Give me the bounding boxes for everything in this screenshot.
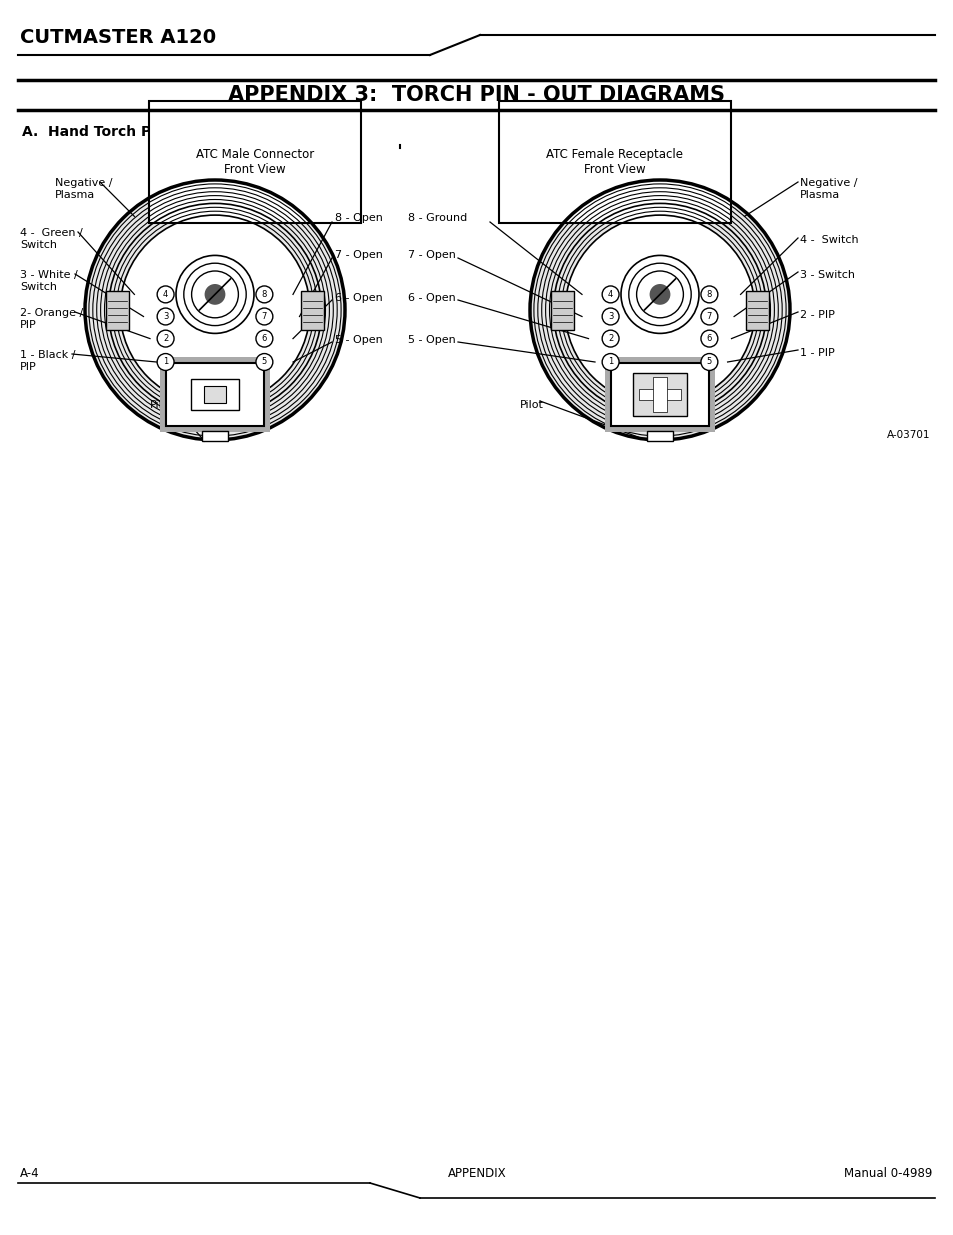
Text: 2: 2: [163, 335, 168, 343]
Circle shape: [530, 180, 789, 440]
Text: 8 - Ground: 8 - Ground: [408, 212, 467, 224]
Text: A.  Hand Torch Pin - Out Diagram: A. Hand Torch Pin - Out Diagram: [22, 125, 280, 140]
Text: 5: 5: [261, 357, 267, 367]
Text: 4: 4: [607, 290, 613, 299]
Circle shape: [157, 308, 173, 325]
Bar: [191, 379, 239, 410]
Bar: [106, 290, 129, 330]
Text: 5: 5: [706, 357, 711, 367]
Text: ATC Male Connector
Front View: ATC Male Connector Front View: [195, 148, 314, 177]
Circle shape: [601, 287, 618, 303]
Bar: [300, 290, 324, 330]
Circle shape: [255, 330, 273, 347]
Text: 7: 7: [261, 312, 267, 321]
Circle shape: [157, 287, 173, 303]
Text: CUTMASTER A120: CUTMASTER A120: [20, 28, 216, 47]
Text: 7 - Open: 7 - Open: [335, 249, 382, 261]
Text: 6 - Open: 6 - Open: [408, 293, 456, 303]
Bar: [646, 431, 672, 441]
Circle shape: [204, 284, 225, 305]
Bar: [159, 357, 270, 432]
Circle shape: [175, 256, 253, 333]
Text: 2 - PIP: 2 - PIP: [800, 310, 834, 320]
Text: 1: 1: [607, 357, 613, 367]
Text: ATC Female Receptacle
Front View: ATC Female Receptacle Front View: [546, 148, 682, 177]
Bar: [611, 363, 708, 426]
Text: 3 - White /
Switch: 3 - White / Switch: [20, 270, 77, 291]
Text: 1 - PIP: 1 - PIP: [800, 348, 834, 358]
Text: 7 - Open: 7 - Open: [408, 249, 456, 261]
Text: 4 -  Green /
Switch: 4 - Green / Switch: [20, 228, 83, 249]
Text: 2- Orange /
PIP: 2- Orange / PIP: [20, 308, 83, 330]
Bar: [638, 389, 680, 400]
Circle shape: [157, 353, 173, 370]
Text: 4 -  Switch: 4 - Switch: [800, 235, 858, 245]
Text: 1: 1: [163, 357, 168, 367]
Circle shape: [601, 330, 618, 347]
Text: APPENDIX 3:  TORCH PIN - OUT DIAGRAMS: APPENDIX 3: TORCH PIN - OUT DIAGRAMS: [229, 85, 724, 105]
Circle shape: [700, 287, 717, 303]
Bar: [633, 373, 686, 416]
Text: A-03701: A-03701: [885, 430, 929, 440]
Text: Manual 0-4989: Manual 0-4989: [842, 1167, 931, 1179]
Text: 8: 8: [261, 290, 267, 299]
Circle shape: [601, 353, 618, 370]
Circle shape: [700, 353, 717, 370]
Text: 3: 3: [163, 312, 168, 321]
Text: 1 - Black /
PIP: 1 - Black / PIP: [20, 350, 75, 372]
Circle shape: [700, 330, 717, 347]
Bar: [653, 377, 666, 412]
Circle shape: [255, 353, 273, 370]
Text: 8: 8: [706, 290, 711, 299]
Bar: [745, 290, 768, 330]
Bar: [604, 357, 715, 432]
Text: 2: 2: [607, 335, 613, 343]
Text: 3: 3: [607, 312, 613, 321]
Text: APPENDIX: APPENDIX: [447, 1167, 506, 1179]
Circle shape: [601, 308, 618, 325]
Text: 4: 4: [163, 290, 168, 299]
Text: 6: 6: [706, 335, 711, 343]
Circle shape: [120, 215, 310, 405]
Text: 6 - Open: 6 - Open: [335, 293, 382, 303]
Circle shape: [85, 180, 345, 440]
Bar: [204, 387, 226, 404]
Circle shape: [157, 330, 173, 347]
Text: Pilot: Pilot: [150, 400, 173, 410]
Text: A-4: A-4: [20, 1167, 40, 1179]
Circle shape: [649, 284, 670, 305]
Circle shape: [255, 308, 273, 325]
Bar: [166, 363, 263, 426]
Text: Pilot: Pilot: [519, 400, 543, 410]
Bar: [550, 290, 574, 330]
Text: 5 - Open: 5 - Open: [335, 335, 382, 345]
Circle shape: [255, 287, 273, 303]
Circle shape: [620, 256, 699, 333]
Circle shape: [700, 308, 717, 325]
Text: Negative /
Plasma: Negative / Plasma: [800, 178, 857, 200]
Text: 5 - Open: 5 - Open: [408, 335, 456, 345]
Text: Negative /
Plasma: Negative / Plasma: [55, 178, 112, 200]
Circle shape: [564, 215, 754, 405]
Text: 3 - Switch: 3 - Switch: [800, 270, 854, 280]
Text: 6: 6: [261, 335, 267, 343]
Bar: [202, 431, 228, 441]
Text: 7: 7: [706, 312, 711, 321]
Text: 8 - Open: 8 - Open: [335, 212, 382, 224]
